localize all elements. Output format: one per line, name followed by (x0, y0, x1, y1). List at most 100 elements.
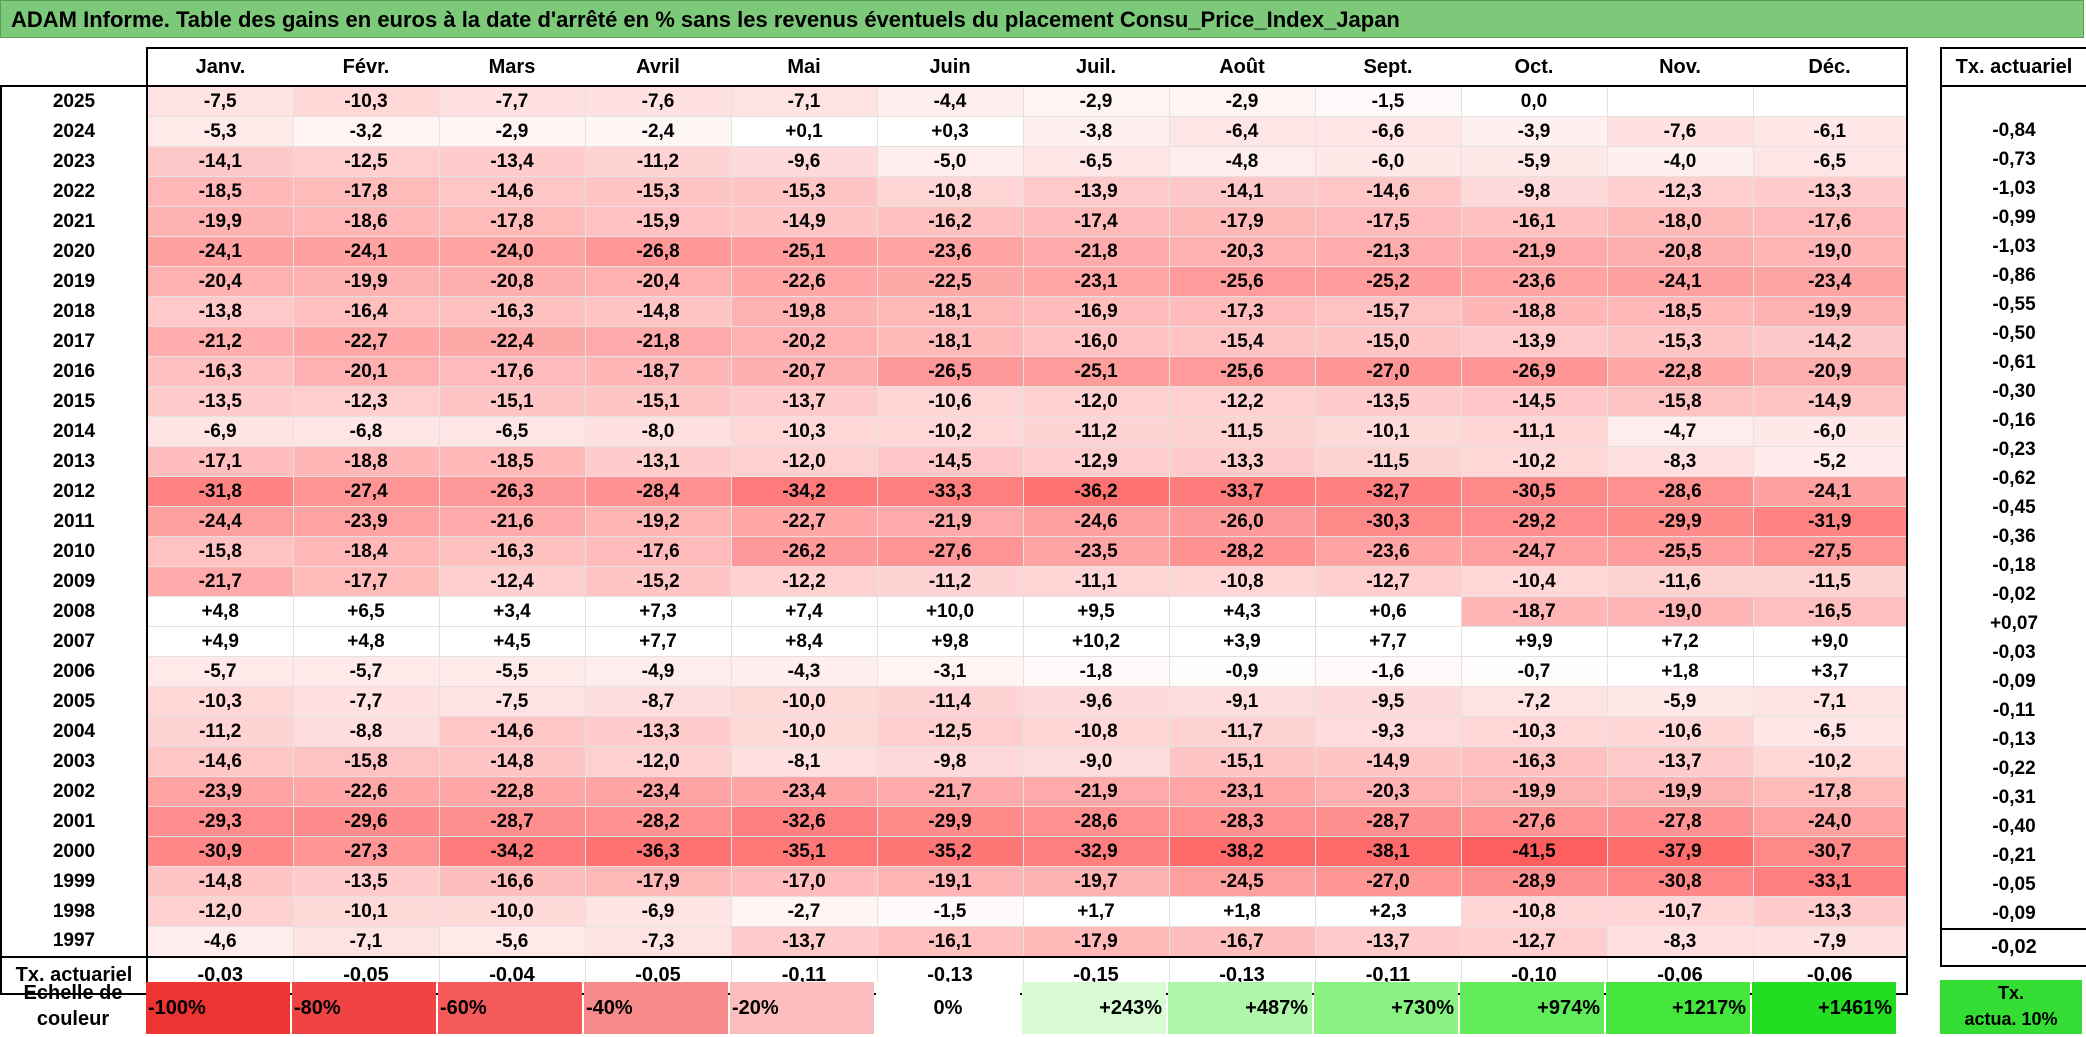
gain-cell: +10,2 (1022, 626, 1170, 657)
rate-row: -0,84 (1940, 116, 2086, 145)
gain-cell: -7,1 (292, 926, 440, 958)
gain-cell: +0,1 (730, 116, 878, 147)
gain-cell: -20,3 (1314, 776, 1462, 807)
gain-cell: -18,5 (146, 176, 294, 207)
gain-cell: -16,1 (876, 926, 1024, 958)
gain-cell: -4,0 (1606, 146, 1754, 177)
gain-cell: -15,9 (584, 206, 732, 237)
gain-cell: -11,1 (1460, 416, 1608, 447)
gain-cell: -38,2 (1168, 836, 1316, 867)
color-scale-swatch: -20% (730, 982, 874, 1034)
gain-cell: -6,5 (438, 416, 586, 447)
rate-row: -0,50 (1940, 319, 2086, 348)
gain-cell: -26,8 (584, 236, 732, 267)
gain-cell: +2,3 (1314, 896, 1462, 927)
gain-cell: -15,2 (584, 566, 732, 597)
color-scale-swatch: -80% (292, 982, 436, 1034)
year-label: 2009 (0, 566, 148, 597)
gain-cell: -21,7 (146, 566, 294, 597)
table-row: 2013 -17,1 -18,8 -18,5 -13,1 -12,0 -14,5 -12,9-… (0, 446, 1908, 477)
color-scale-label-line2: couleur (36, 1008, 110, 1030)
gain-cell: -8,7 (584, 686, 732, 717)
table-row: 2024 -5,3 -3,2 -2,9 -2,4 +0,1 +0,3 -3,8 -6,4 -6,6… (0, 116, 1908, 147)
rate-cell: -0,02 (1940, 580, 2086, 609)
rate-cell: -0,21 (1940, 841, 2086, 870)
gain-cell: -12,4 (438, 566, 586, 597)
year-label: 2001 (0, 806, 148, 837)
gain-cell: -28,9 (1460, 866, 1608, 897)
gain-cell: -14,1 (146, 146, 294, 177)
year-label: 2002 (0, 776, 148, 807)
gain-cell: -8,1 (730, 746, 878, 777)
gain-cell: -20,9 (1752, 356, 1908, 387)
gain-cell: -16,3 (146, 356, 294, 387)
rate-cell: -0,11 (1940, 696, 2086, 725)
table-row: 2009 -21,7 -17,7 -12,4 -15,2 -12,2 -11,2 -11,1-… (0, 566, 1908, 597)
rate-cell: -0,99 (1940, 203, 2086, 232)
table-row: 2000 -30,9 -27,3 -34,2 -36,3 -35,1 -35,2 -32,9-… (0, 836, 1908, 867)
gain-cell: -5,6 (438, 926, 586, 958)
rate-row: -0,16 (1940, 406, 2086, 435)
rate-row: -0,55 (1940, 290, 2086, 319)
gain-cell: -17,8 (1752, 776, 1908, 807)
color-scale-swatch: +1461% (1752, 982, 1896, 1034)
rate-cell: -0,36 (1940, 522, 2086, 551)
month-header-8: Août (1169, 47, 1315, 87)
gain-cell: -2,9 (1168, 85, 1316, 117)
gain-cell: -16,1 (1460, 206, 1608, 237)
gain-cell: -2,7 (730, 896, 878, 927)
rate-table: Tx. actuariel -0,84 -0,73 -1,03 -0,99 -1,03-… (1940, 47, 2086, 967)
gain-cell: -17,6 (584, 536, 732, 567)
color-scale-swatch: +243% (1022, 982, 1166, 1034)
gain-cell: +4,9 (146, 626, 294, 657)
rate-cell: -0,62 (1940, 464, 2086, 493)
gain-cell: -36,2 (1022, 476, 1170, 507)
gain-cell: -32,9 (1022, 836, 1170, 867)
gain-cell: -7,6 (584, 85, 732, 117)
table-row: 2014 -6,9 -6,8 -6,5 -8,0 -10,3 -10,2 -11,2 -11,5… (0, 416, 1908, 447)
gain-cell: -24,1 (146, 236, 294, 267)
rate-header: Tx. actuariel (1940, 47, 2086, 87)
month-header-7: Juil. (1023, 47, 1169, 87)
gain-cell: -21,9 (1460, 236, 1608, 267)
gain-cell: -1,5 (876, 896, 1024, 927)
gain-cell: -11,2 (1022, 416, 1170, 447)
gain-cell: -28,3 (1168, 806, 1316, 837)
year-label: 2012 (0, 476, 148, 507)
gain-cell: -24,5 (1168, 866, 1316, 897)
gain-cell: -4,7 (1606, 416, 1754, 447)
gain-cell: -26,2 (730, 536, 878, 567)
gain-cell: -23,6 (876, 236, 1024, 267)
gain-cell: -24,0 (438, 236, 586, 267)
gain-cell: -15,8 (146, 536, 294, 567)
gain-cell: -11,5 (1752, 566, 1908, 597)
rate-cell: -0,16 (1940, 406, 2086, 435)
gain-cell: -18,1 (876, 326, 1024, 357)
gain-cell: -10,0 (730, 686, 878, 717)
gain-cell: -12,0 (584, 746, 732, 777)
gain-cell: -17,9 (584, 866, 732, 897)
rate-row: -0,61 (1940, 348, 2086, 377)
month-header-3: Mars (439, 47, 585, 87)
gain-cell: +7,3 (584, 596, 732, 627)
gain-cell: -10,0 (730, 716, 878, 747)
gain-cell: -13,3 (1168, 446, 1316, 477)
gain-cell: -9,6 (1022, 686, 1170, 717)
gain-cell: -13,3 (584, 716, 732, 747)
rate-cell: +0,07 (1940, 609, 2086, 638)
gain-cell: -11,2 (146, 716, 294, 747)
year-label: 2008 (0, 596, 148, 627)
total-rate-side-cell: -0,02 (1940, 928, 2086, 967)
gain-cell: -13,8 (146, 296, 294, 327)
month-header-1: Janv. (146, 47, 293, 87)
year-label: 2007 (0, 626, 148, 657)
gain-cell: -16,5 (1752, 596, 1908, 627)
gain-cell: -19,0 (1606, 596, 1754, 627)
table-row: 2005 -10,3 -7,7 -7,5 -8,7 -10,0 -11,4 -9,6 -9,1-… (0, 686, 1908, 717)
gain-cell: -14,6 (146, 746, 294, 777)
gain-cell: -26,0 (1168, 506, 1316, 537)
rate-cell: -0,13 (1940, 725, 2086, 754)
gain-cell: -10,6 (1606, 716, 1754, 747)
gain-cell: -15,8 (292, 746, 440, 777)
gain-cell: -11,2 (876, 566, 1024, 597)
